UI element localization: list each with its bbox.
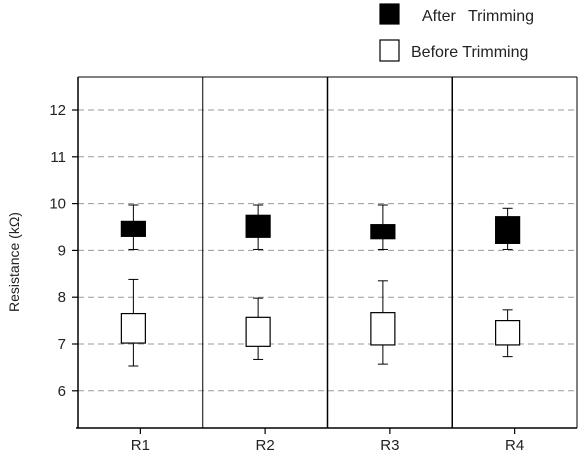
y-tick-label: 10 — [49, 196, 66, 213]
y-axis-title: Resistance (kΩ) — [6, 212, 22, 312]
box-plot-item — [120, 278, 146, 367]
box-plot-item — [370, 280, 396, 365]
y-tick-label: 6 — [58, 383, 66, 400]
box-plot-item — [495, 207, 521, 250]
box — [120, 220, 146, 237]
box — [495, 320, 521, 346]
box-plot-item — [245, 297, 271, 360]
legend-swatch-after-trimming — [379, 3, 400, 25]
box-plot-item — [245, 204, 271, 250]
category-label: R1 — [131, 437, 150, 454]
y-tick-label: 8 — [58, 289, 66, 306]
legend-label-before-trimming: Before Trimming — [411, 44, 528, 61]
gridlines — [78, 109, 577, 392]
category-label: R2 — [256, 437, 275, 454]
category-label: R3 — [380, 437, 399, 454]
y-tick-label: 11 — [50, 149, 66, 166]
legend: After Trimming Before Trimming — [379, 3, 534, 62]
box-series — [120, 204, 521, 367]
y-tick-label: 7 — [58, 336, 66, 353]
box-plot-item — [495, 309, 521, 358]
y-tick-label: 9 — [58, 242, 66, 259]
legend-swatch-before-trimming — [379, 39, 400, 62]
box-plot-item — [120, 204, 146, 250]
box-plot-item — [370, 204, 396, 250]
y-axis: 6 7 8 9 10 11 12 — [49, 102, 78, 400]
x-axis: R1 R2 R3 R4 — [131, 428, 524, 454]
box — [370, 312, 396, 346]
category-label: R4 — [505, 437, 524, 454]
box — [370, 224, 396, 240]
box — [245, 214, 271, 238]
box — [245, 316, 271, 347]
legend-label-after-trimming: After Trimming — [422, 8, 534, 25]
box — [120, 312, 146, 344]
y-tick-label: 12 — [49, 102, 66, 119]
box — [495, 216, 521, 244]
plot-frame — [76, 76, 578, 429]
